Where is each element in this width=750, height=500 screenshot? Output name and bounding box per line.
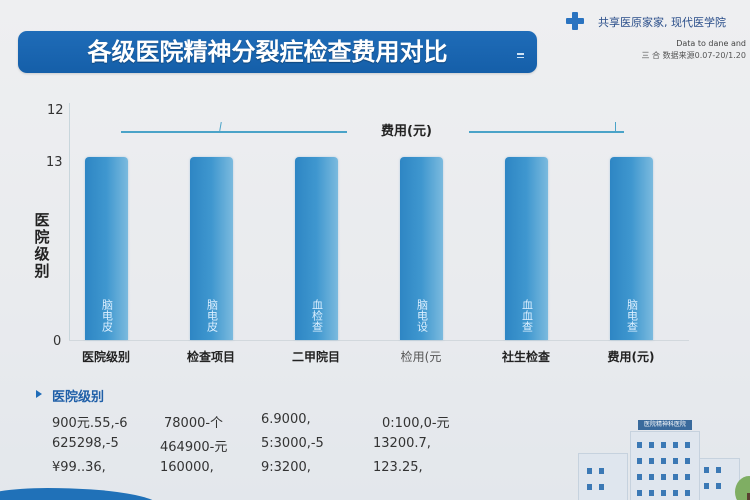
title-banner: 各级医院精神分裂症检查费用对比 (18, 31, 537, 73)
table-cell: 123.25, (373, 460, 423, 475)
table-cell: 464900-元 (160, 440, 228, 455)
legend-label: 费用(元) (381, 124, 432, 139)
bar-label: 脑电查 (625, 299, 639, 332)
data-date-line: 三 合 数据来源0.07-20/1.20 (641, 51, 746, 60)
bar-chart: 12 13 0 医院级别 费用(元) 脑电皮 脑电皮 血检查 脑电设 血血查 脑… (0, 90, 750, 370)
hospital-illustration: 医院精神科医院 (570, 413, 750, 500)
menu-icon[interactable] (517, 53, 524, 62)
y-tick: 12 (47, 103, 64, 118)
table-cell: 5:3000,-5 (261, 436, 324, 451)
data-source-line: Data to dane and (676, 39, 746, 48)
tree-icon (735, 476, 750, 500)
bar[interactable]: 脑电皮 (190, 157, 233, 340)
x-tick-label: 费用(元) (607, 350, 655, 364)
decorative-wave (0, 488, 160, 500)
brand-name: 共享医原家家, 现代医学院 (598, 16, 726, 29)
bar-label: 血检查 (310, 299, 324, 332)
bar[interactable]: 血血查 (505, 157, 548, 340)
hospital-building-icon (630, 431, 700, 500)
bar[interactable]: 脑电设 (400, 157, 443, 340)
x-tick-label: 医院级别 (81, 350, 130, 364)
legend-tick (219, 121, 222, 132)
table-cell: 625298,-5 (52, 436, 119, 451)
table-cell: 13200.7, (373, 436, 431, 451)
bar-label: 脑电皮 (100, 299, 114, 332)
legend-line-right (469, 131, 624, 133)
table-cell: 900元.55,-6 (52, 416, 128, 431)
bar[interactable]: 血检查 (295, 157, 338, 340)
table-cell: 6.9000, (261, 412, 311, 427)
hospital-building-icon (695, 458, 740, 500)
table-cell: 160000, (160, 460, 214, 475)
x-tick-label: 检用(元 (400, 350, 442, 364)
table-cell: 0:100,0-元 (382, 416, 450, 431)
bar-label: 血血查 (520, 299, 534, 332)
medical-cross-icon (566, 12, 584, 30)
x-tick-label: 二甲院目 (291, 350, 340, 364)
table-cell: 78000-个 (164, 416, 224, 431)
bar-label: 脑电设 (415, 299, 429, 332)
bar[interactable]: 脑电皮 (85, 157, 128, 340)
section-title: 医院级别 (52, 390, 105, 405)
building-sign: 医院精神科医院 (638, 420, 692, 430)
bar-label: 脑电皮 (205, 299, 219, 332)
y-tick: 0 (53, 334, 62, 349)
y-axis (69, 103, 70, 340)
legend-line-left (121, 131, 347, 133)
triangle-bullet-icon (36, 390, 42, 398)
page-title: 各级医院精神分裂症检查费用对比 (87, 38, 448, 66)
x-tick-label: 检查项目 (186, 350, 235, 364)
bar[interactable]: 脑电查 (610, 157, 653, 340)
y-tick: 13 (46, 155, 63, 170)
tree-trunk (747, 493, 750, 500)
hospital-building-icon (578, 453, 628, 500)
x-axis (69, 340, 689, 341)
x-tick-label: 社生检查 (501, 350, 550, 364)
table-cell: 9:3200, (261, 460, 311, 475)
table-cell: ¥99..36, (52, 460, 106, 475)
y-axis-label: 医院级别 (34, 211, 50, 280)
brand-block: 共享医原家家, 现代医学院 Data to dane and 三 合 数据来源0… (563, 10, 750, 60)
legend-tick (615, 122, 616, 131)
